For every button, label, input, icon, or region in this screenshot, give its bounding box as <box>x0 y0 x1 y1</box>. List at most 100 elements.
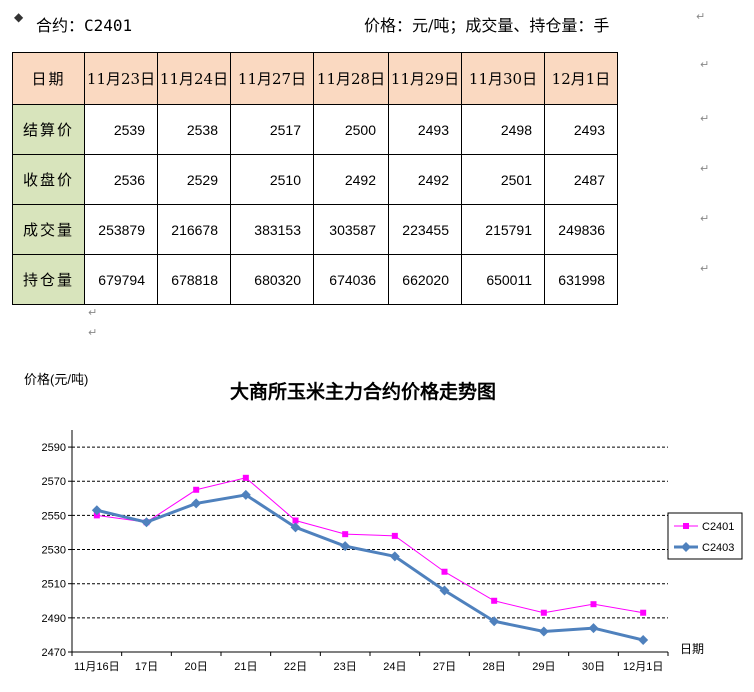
series-line-C2403 <box>96 493 644 642</box>
table-cell: 674036 <box>313 254 389 305</box>
corner-header: 日期 <box>12 52 85 105</box>
table-cell: 216678 <box>157 204 231 255</box>
y-tick-label: 2470 <box>42 647 66 659</box>
table-cell: 383153 <box>230 204 314 255</box>
data-point <box>193 486 200 493</box>
paragraph-mark-icon: ◆ <box>14 10 24 24</box>
units-label: 价格：元/吨；成交量、持仓量：手 <box>364 16 610 35</box>
date-header: 11月23日 <box>84 52 158 105</box>
table-cell: 223455 <box>388 204 462 255</box>
x-tick-label: 12月1日 <box>623 661 663 673</box>
chart-ylabel: 价格(元/吨) <box>24 372 88 387</box>
data-point <box>540 609 547 616</box>
x-axis: 11月16日 17日 20日 21日 22日 23日 24日 27日 28日 29日 30日 12月1… <box>71 651 669 673</box>
data-point <box>588 623 599 634</box>
date-header: 11月24日 <box>157 52 231 105</box>
date-header: 11月27日 <box>230 52 314 105</box>
data-point <box>590 601 597 608</box>
paragraph-mark-icon: ↵ <box>696 10 706 23</box>
table-cell: 680320 <box>230 254 314 305</box>
table-cell: 2538 <box>157 104 231 155</box>
row-label: 持仓量 <box>12 254 85 305</box>
data-point <box>640 609 647 616</box>
data-point <box>340 541 351 552</box>
table-cell: 2501 <box>461 154 545 205</box>
paragraph-mark-icon: ↵ <box>88 306 98 319</box>
table-cell: 2493 <box>388 104 462 155</box>
paragraph-mark-icon: ↵ <box>700 112 710 125</box>
legend-label: C2401 <box>702 521 734 533</box>
data-point <box>191 498 202 509</box>
legend-label: C2403 <box>702 542 734 554</box>
paragraph-mark-icon: ↵ <box>700 162 710 175</box>
chart-title: 大商所玉米主力合约价格走势图 <box>230 380 496 403</box>
data-point <box>141 517 152 528</box>
table-cell: 2498 <box>461 104 545 155</box>
table-cell: 662020 <box>388 254 462 305</box>
table-row-close: 收盘价 2536 2529 2510 2492 2492 2501 2487 <box>12 154 618 205</box>
table-cell: 678818 <box>157 254 231 305</box>
table-cell: 2487 <box>544 154 618 205</box>
data-point <box>290 522 301 533</box>
table-row-settlement: 结算价 2539 2538 2517 2500 2493 2498 2493 <box>12 104 618 155</box>
x-tick-label: 20日 <box>185 661 208 673</box>
table-cell: 2492 <box>388 154 462 205</box>
y-tick-label: 2550 <box>42 510 66 522</box>
table-header-row: 日期 11月23日 11月24日 11月27日 11月28日 11月29日 11… <box>12 52 618 105</box>
legend-marker <box>683 523 689 529</box>
x-tick-label: 21日 <box>234 661 257 673</box>
date-header: 11月30日 <box>461 52 545 105</box>
data-point <box>638 635 649 646</box>
table-cell: 679794 <box>84 254 158 305</box>
x-tick-label: 17日 <box>135 661 158 673</box>
row-label: 收盘价 <box>12 154 85 205</box>
table-cell: 303587 <box>313 204 389 255</box>
contract-label: 合约：C2401 <box>36 16 133 35</box>
row-label: 成交量 <box>12 204 85 255</box>
y-axis: 2470 2490 2510 2530 2550 2570 2590 <box>42 430 73 659</box>
table-cell: 2493 <box>544 104 618 155</box>
table-cell: 631998 <box>544 254 618 305</box>
data-point <box>391 532 398 539</box>
table-cell: 2510 <box>230 154 314 205</box>
paragraph-mark-icon: ↵ <box>700 262 710 275</box>
y-tick-label: 2530 <box>42 545 66 557</box>
table-cell: 215791 <box>461 204 545 255</box>
table-row-open-interest: 持仓量 679794 678818 680320 674036 662020 6… <box>12 254 618 305</box>
x-tick-label: 22日 <box>284 661 307 673</box>
date-header: 12月1日 <box>544 52 618 105</box>
table-cell: 2517 <box>230 104 314 155</box>
x-tick-label: 24日 <box>383 661 406 673</box>
table-cell: 2500 <box>313 104 389 155</box>
data-point <box>489 616 500 627</box>
x-tick-label: 23日 <box>334 661 357 673</box>
y-tick-label: 2490 <box>42 613 66 625</box>
data-point <box>538 626 549 637</box>
data-point <box>389 551 400 562</box>
price-trend-chart: 价格(元/吨) 大商所玉米主力合约价格走势图 24702490251025302… <box>24 372 743 673</box>
paragraph-mark-icon: ↵ <box>88 326 98 339</box>
x-tick-label: 28日 <box>483 661 506 673</box>
table-cell: 2539 <box>84 104 158 155</box>
y-tick-label: 2590 <box>42 442 66 454</box>
data-point <box>242 474 249 481</box>
y-tick-label: 2510 <box>42 579 66 591</box>
table-cell: 650011 <box>461 254 545 305</box>
table-cell: 2529 <box>157 154 231 205</box>
table-cell: 2536 <box>84 154 158 205</box>
table-cell: 253879 <box>84 204 158 255</box>
legend-marker <box>681 542 691 552</box>
data-point <box>292 517 299 524</box>
paragraph-mark-icon: ↵ <box>700 212 710 225</box>
x-tick-label: 30日 <box>582 661 605 673</box>
chart-legend: C2401 C2403 <box>667 512 743 560</box>
date-header: 11月29日 <box>388 52 462 105</box>
table-row-volume: 成交量 253879 216678 383153 303587 223455 2… <box>12 204 618 255</box>
legend-box <box>667 512 743 560</box>
data-point <box>91 505 102 516</box>
data-point <box>342 531 349 538</box>
series-line-C2401 <box>96 477 644 614</box>
chart-xlabel: 日期 <box>680 642 704 656</box>
y-tick-label: 2570 <box>42 476 66 488</box>
x-tick-label: 27日 <box>433 661 456 673</box>
